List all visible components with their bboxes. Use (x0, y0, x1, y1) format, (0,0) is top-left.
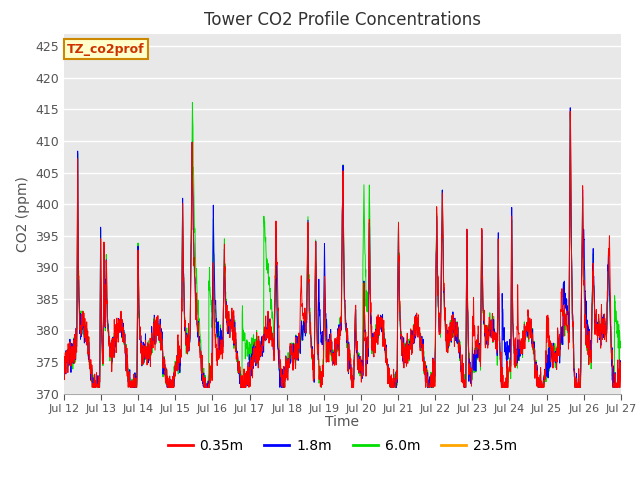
X-axis label: Time: Time (325, 415, 360, 430)
Title: Tower CO2 Profile Concentrations: Tower CO2 Profile Concentrations (204, 11, 481, 29)
Text: TZ_co2prof: TZ_co2prof (67, 43, 145, 56)
Legend: 0.35m, 1.8m, 6.0m, 23.5m: 0.35m, 1.8m, 6.0m, 23.5m (162, 433, 523, 459)
Y-axis label: CO2 (ppm): CO2 (ppm) (16, 176, 29, 252)
